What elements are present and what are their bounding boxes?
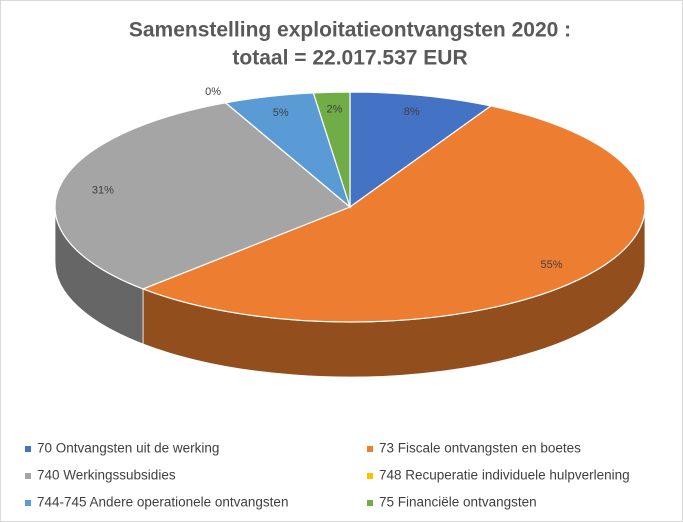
slice <box>349 91 493 209</box>
chart-title: totaal = 22.017.537 EUR <box>232 47 467 70</box>
legend-swatch <box>367 500 373 506</box>
legend-swatch <box>25 446 31 452</box>
legend-label: 70 Ontvangsten uit de werking <box>37 441 219 456</box>
slice <box>54 102 352 290</box>
data-label: 55% <box>540 259 562 271</box>
data-label: 31% <box>92 184 114 196</box>
legend-swatch <box>367 473 373 479</box>
legend-swatch <box>25 500 31 506</box>
legend-swatch <box>367 446 373 452</box>
legend-swatch <box>25 473 31 479</box>
legend-label: 73 Fiscale ontvangsten en boetes <box>379 441 581 456</box>
legend-label: 744-745 Andere operationele ontvangsten <box>37 495 288 510</box>
data-label: 5% <box>273 107 289 119</box>
chart-title: Samenstelling exploitatieontvangsten 202… <box>129 19 571 42</box>
legend-label: 740 Werkingssubsidies <box>37 468 176 483</box>
data-label: 8% <box>404 106 420 118</box>
slice <box>141 105 646 323</box>
slice <box>312 91 351 208</box>
data-label: 0% <box>205 86 221 98</box>
legend-label: 75 Financiële ontvangsten <box>379 495 537 510</box>
legend-label: 748 Recuperatie individuele hulpverlenin… <box>379 468 630 483</box>
data-label: 2% <box>326 103 342 115</box>
